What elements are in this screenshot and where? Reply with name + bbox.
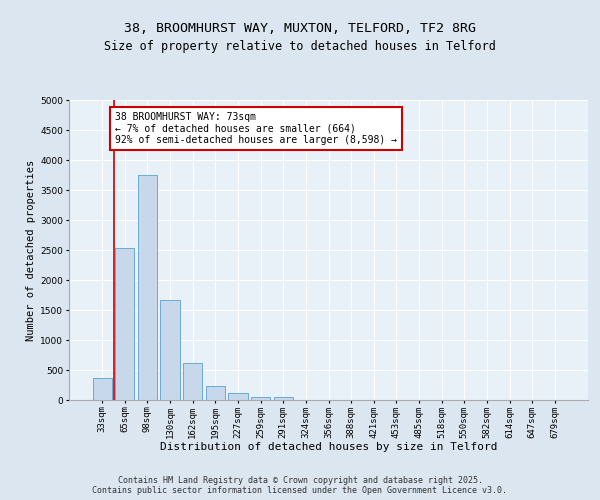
Text: 38, BROOMHURST WAY, MUXTON, TELFORD, TF2 8RG: 38, BROOMHURST WAY, MUXTON, TELFORD, TF2… [124,22,476,36]
Bar [229,394,248,400]
Y-axis label: Number of detached properties: Number of detached properties [26,160,36,340]
Bar [115,248,134,400]
Bar [138,175,157,400]
Bar [92,378,112,400]
Text: Contains HM Land Registry data © Crown copyright and database right 2025.
Contai: Contains HM Land Registry data © Crown c… [92,476,508,495]
Bar [274,397,293,400]
Bar [206,386,225,400]
Bar [251,397,270,400]
Bar [183,363,202,400]
X-axis label: Distribution of detached houses by size in Telford: Distribution of detached houses by size … [160,442,497,452]
Text: Size of property relative to detached houses in Telford: Size of property relative to detached ho… [104,40,496,53]
Bar [160,300,180,400]
Text: 38 BROOMHURST WAY: 73sqm
← 7% of detached houses are smaller (664)
92% of semi-d: 38 BROOMHURST WAY: 73sqm ← 7% of detache… [115,112,397,145]
